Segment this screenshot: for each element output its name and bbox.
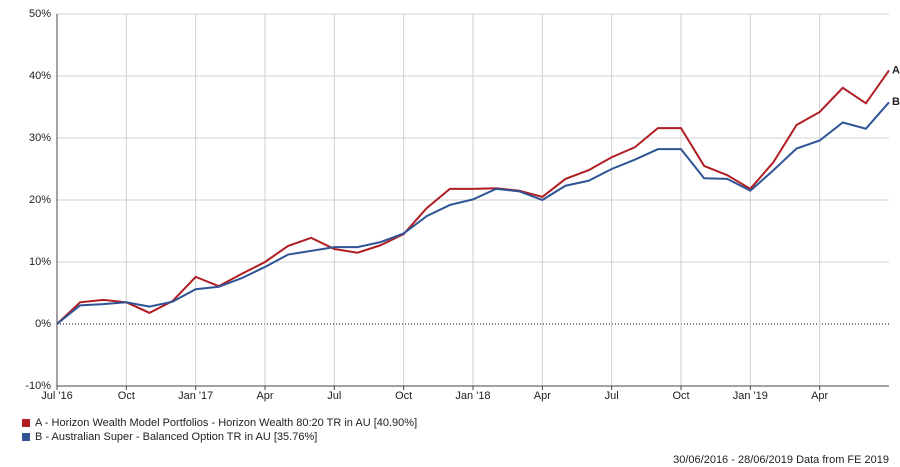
y-tick-label: 40% bbox=[29, 70, 51, 82]
y-tick-label: 20% bbox=[29, 194, 51, 206]
series-line bbox=[56, 101, 890, 325]
legend-swatch bbox=[22, 433, 30, 441]
end-label: B bbox=[892, 96, 900, 108]
footer: 30/06/2016 - 28/06/2019 Data from FE 201… bbox=[673, 454, 889, 466]
legend-label: B - Australian Super - Balanced Option T… bbox=[35, 431, 317, 443]
x-tick-label: Apr bbox=[811, 390, 828, 402]
series-line bbox=[56, 69, 890, 325]
end-label: A bbox=[892, 64, 900, 76]
y-tick-label: 10% bbox=[29, 256, 51, 268]
x-tick-label: Jul '16 bbox=[41, 390, 72, 402]
x-tick-label: Oct bbox=[395, 390, 412, 402]
legend-swatch bbox=[22, 419, 30, 427]
y-tick-label: 50% bbox=[29, 8, 51, 20]
x-tick-label: Oct bbox=[672, 390, 689, 402]
x-tick-label: Jan '19 bbox=[733, 390, 768, 402]
x-tick-label: Apr bbox=[256, 390, 273, 402]
y-tick-label: 30% bbox=[29, 132, 51, 144]
x-tick-label: Jan '18 bbox=[455, 390, 490, 402]
x-tick-label: Jul bbox=[605, 390, 619, 402]
x-tick-label: Oct bbox=[118, 390, 135, 402]
x-tick-label: Jul bbox=[327, 390, 341, 402]
x-tick-label: Apr bbox=[534, 390, 551, 402]
y-tick-label: -10% bbox=[25, 380, 51, 392]
x-tick-label: Jan '17 bbox=[178, 390, 213, 402]
legend-label: A - Horizon Wealth Model Portfolios - Ho… bbox=[35, 417, 417, 429]
y-tick-label: 0% bbox=[35, 318, 51, 330]
